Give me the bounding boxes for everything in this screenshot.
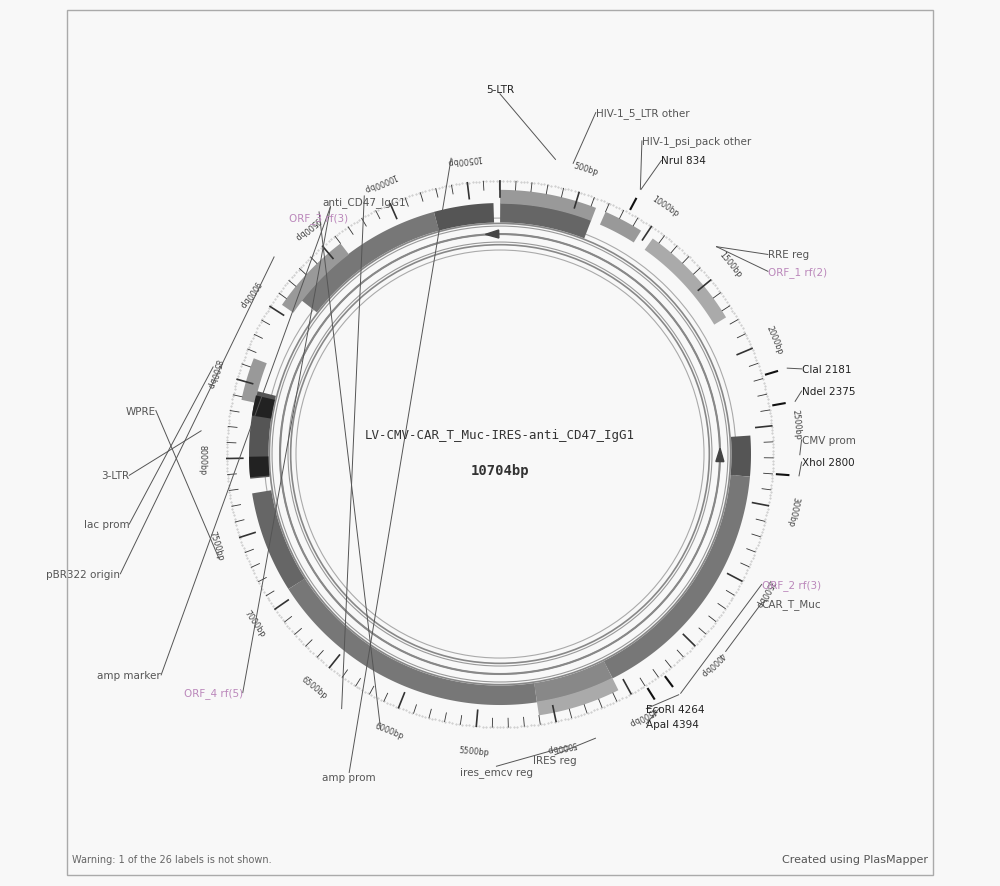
Text: 7000bp: 7000bp — [242, 609, 267, 639]
Text: 4500bp: 4500bp — [627, 704, 658, 727]
Text: 8000bp: 8000bp — [197, 444, 207, 475]
Text: 9000bp: 9000bp — [237, 278, 261, 309]
Text: 4000bp: 4000bp — [699, 649, 726, 677]
Polygon shape — [485, 230, 499, 238]
Text: 500bp: 500bp — [573, 161, 600, 177]
Polygon shape — [716, 448, 724, 462]
Text: ires_emcv reg: ires_emcv reg — [460, 766, 533, 777]
Text: NruI 834: NruI 834 — [661, 156, 706, 167]
Text: ApaI 4394: ApaI 4394 — [646, 719, 699, 729]
Text: 8500bp: 8500bp — [205, 357, 222, 389]
Text: Created using PlasMapper: Created using PlasMapper — [782, 854, 928, 864]
Text: CMV prom: CMV prom — [802, 435, 855, 446]
Text: 2500bp: 2500bp — [790, 408, 802, 439]
Text: 9500bp: 9500bp — [292, 214, 321, 242]
Text: amp marker: amp marker — [97, 670, 161, 680]
Text: 5000bp: 5000bp — [545, 738, 577, 753]
Text: IRES reg: IRES reg — [533, 755, 577, 765]
Text: 1000bp: 1000bp — [650, 195, 680, 219]
Text: LV-CMV-CAR_T_Muc-IRES-anti_CD47_IgG1: LV-CMV-CAR_T_Muc-IRES-anti_CD47_IgG1 — [365, 429, 635, 441]
Text: HIV-1_psi_pack other: HIV-1_psi_pack other — [642, 136, 751, 147]
Text: 5500bp: 5500bp — [459, 745, 490, 757]
Text: 1500bp: 1500bp — [717, 251, 743, 279]
Text: 3-LTR: 3-LTR — [101, 470, 129, 481]
Text: 3500bp: 3500bp — [753, 578, 775, 609]
Text: 10000bp: 10000bp — [362, 171, 398, 193]
Text: 3000bp: 3000bp — [785, 495, 800, 526]
Text: CAR_T_Muc: CAR_T_Muc — [762, 598, 821, 609]
Text: lac prom: lac prom — [84, 519, 129, 530]
Text: EcoRI 4264: EcoRI 4264 — [646, 703, 705, 714]
Text: pBR322 origin: pBR322 origin — [46, 569, 120, 579]
Text: 10704bp: 10704bp — [471, 463, 529, 478]
Text: ORF_1 rf(2): ORF_1 rf(2) — [768, 267, 827, 277]
Text: amp prom: amp prom — [322, 773, 376, 782]
Text: WPRE: WPRE — [126, 406, 156, 416]
Text: ClaI 2181: ClaI 2181 — [802, 364, 851, 375]
Text: RRE reg: RRE reg — [768, 250, 809, 260]
Text: 2000bp: 2000bp — [765, 323, 785, 355]
Text: XhoI 2800: XhoI 2800 — [802, 457, 854, 468]
Text: ORF_2 rf(3): ORF_2 rf(3) — [762, 579, 821, 590]
Text: 6000bp: 6000bp — [374, 721, 405, 741]
Text: 5-LTR: 5-LTR — [486, 85, 514, 95]
Text: HIV-1_5_LTR other: HIV-1_5_LTR other — [596, 108, 689, 119]
Text: anti_CD47_IgG1: anti_CD47_IgG1 — [322, 197, 406, 207]
Text: 6500bp: 6500bp — [299, 674, 329, 700]
Text: ORF_3 rf(3): ORF_3 rf(3) — [289, 213, 349, 223]
Text: Warning: 1 of the 26 labels is not shown.: Warning: 1 of the 26 labels is not shown… — [72, 854, 272, 864]
Text: ORF_4 rf(5): ORF_4 rf(5) — [184, 688, 243, 698]
Text: 10500bp: 10500bp — [446, 152, 482, 166]
Text: 7500bp: 7500bp — [207, 530, 225, 561]
Text: NdeI 2375: NdeI 2375 — [802, 386, 855, 397]
